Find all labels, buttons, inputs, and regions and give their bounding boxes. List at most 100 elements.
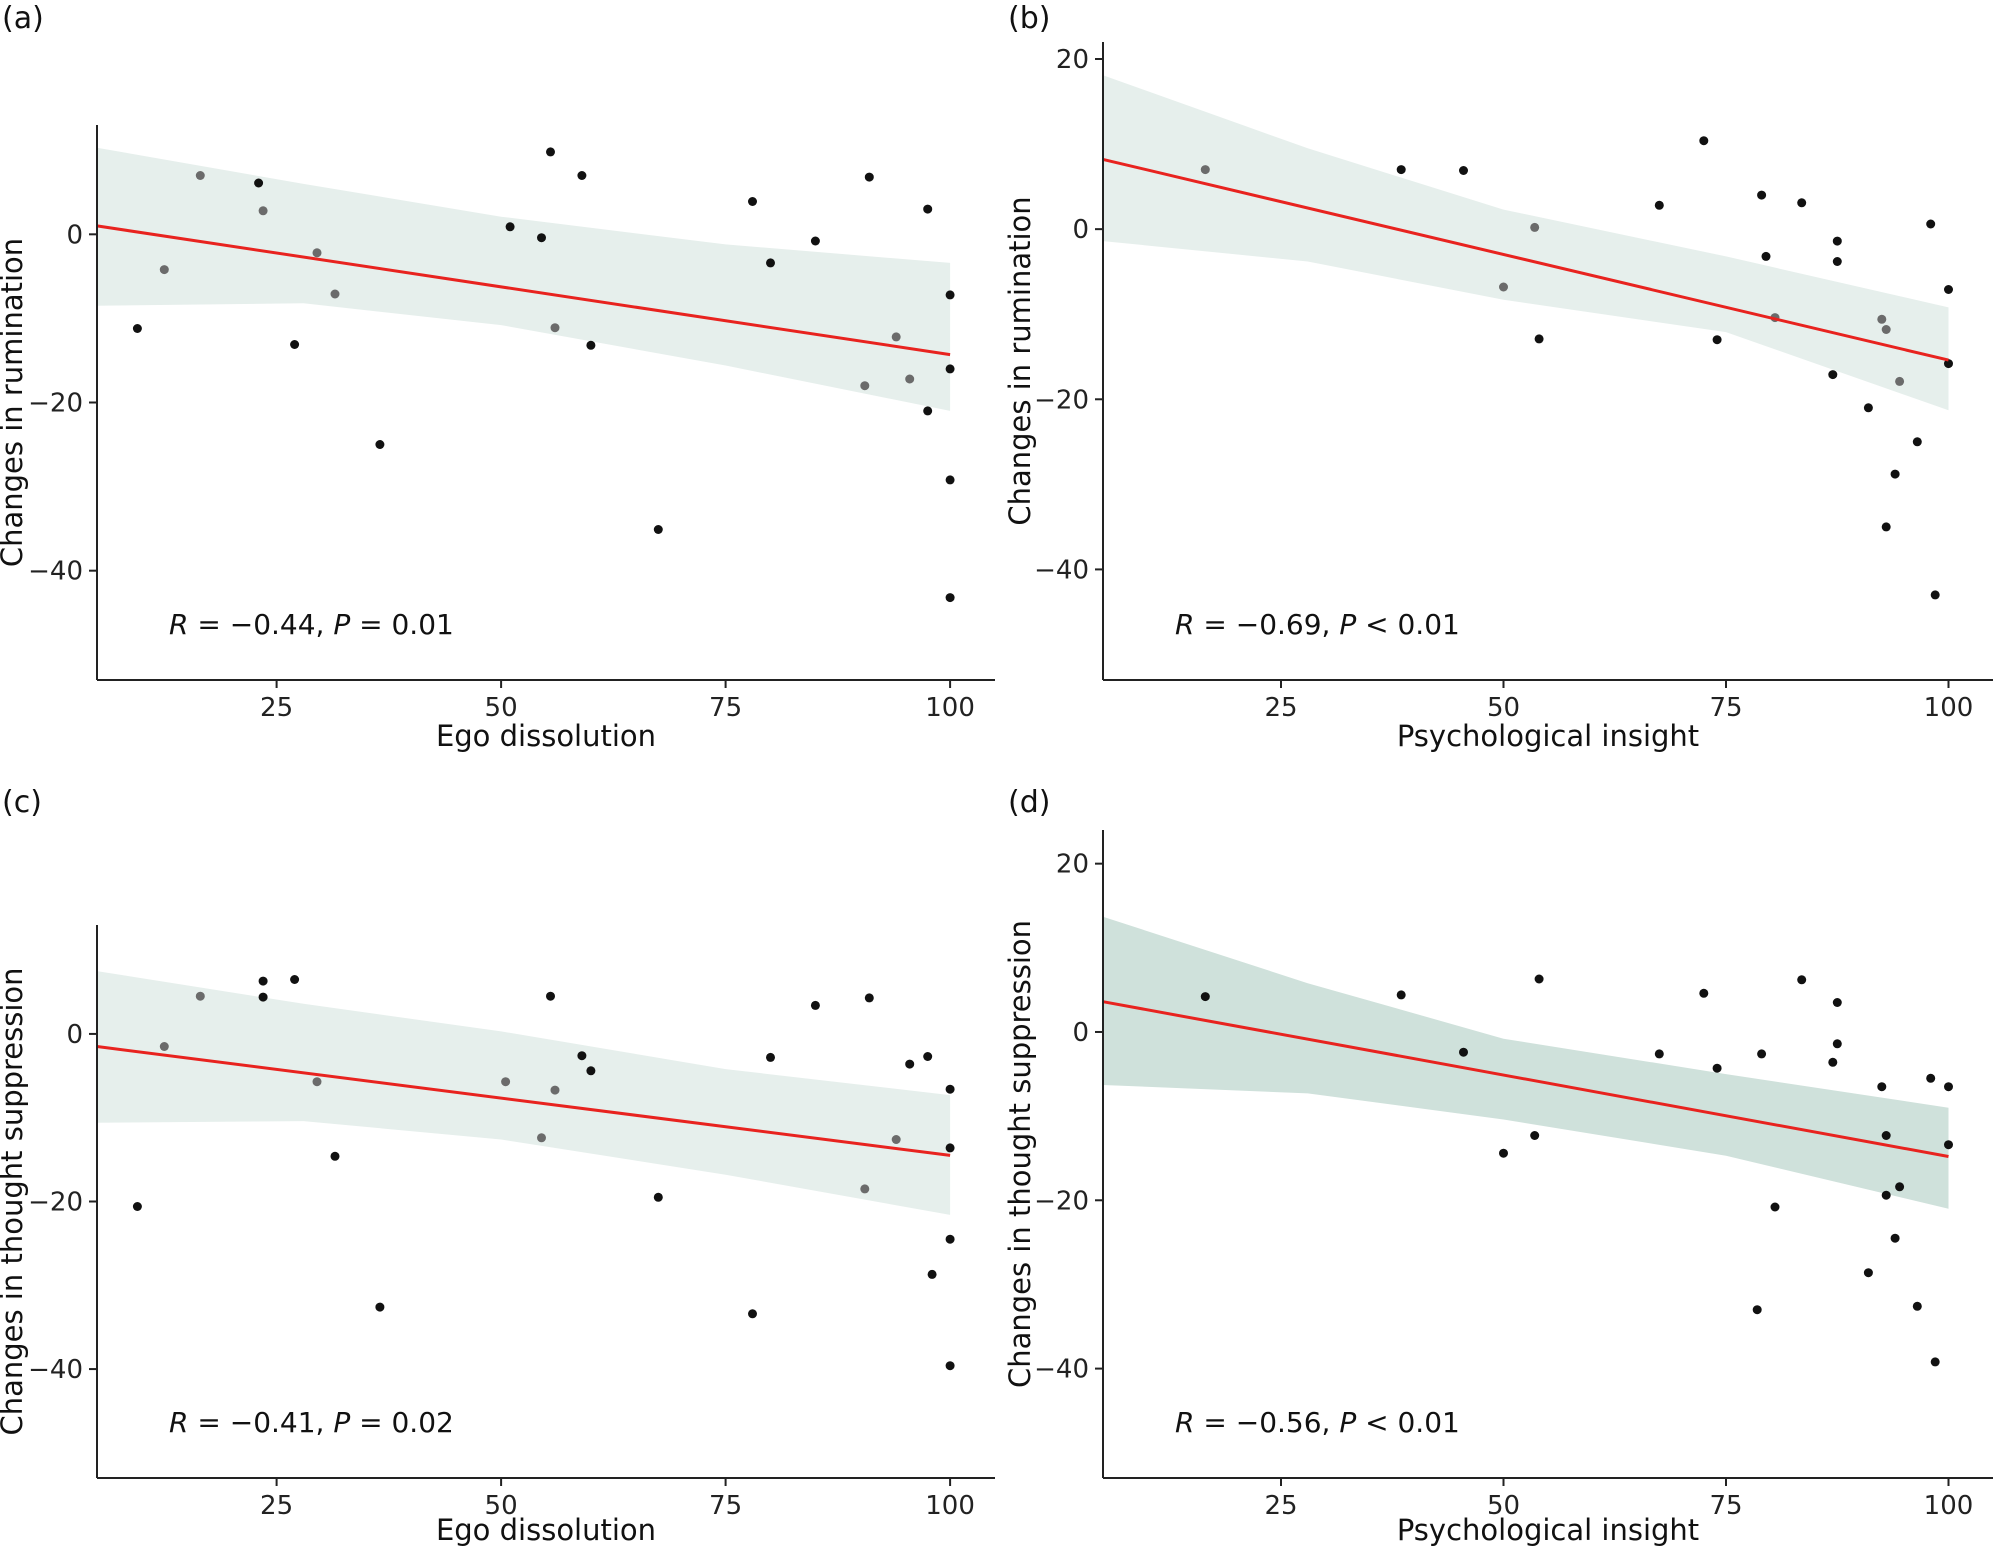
y-axis-title: Changes in rumination [1003, 196, 1037, 525]
data-point [1881, 1131, 1891, 1140]
panel-c-body: 25 50 75 100 −40 −20 0 Ego dissolution Changes i… [0, 925, 995, 1547]
panel-d-body: 25 50 75 100 −40 −20 0 20 Psychological insight C… [1003, 830, 1993, 1547]
data-point [312, 248, 322, 258]
data-point [1832, 257, 1842, 266]
data-point [1895, 376, 1905, 386]
stat-r-value: = −0.41, [188, 1406, 333, 1439]
x-tick-label: 25 [260, 693, 293, 723]
data-point [653, 525, 663, 534]
stat-annotation: R = −0.41, P = 0.02 [169, 1406, 454, 1439]
panel-c: (c) 25 50 75 100 −40 −20 0 Ego dissolution Chang… [0, 785, 995, 1547]
data-point [1752, 1305, 1762, 1315]
x-tick-label: 75 [1709, 1491, 1742, 1521]
data-point [905, 374, 915, 384]
stat-r-value: = −0.44, [188, 608, 333, 641]
data-point [1828, 1057, 1838, 1067]
data-point [905, 1059, 915, 1069]
data-point [1881, 325, 1891, 334]
data-point [1926, 219, 1936, 229]
data-point [159, 265, 169, 275]
data-point [945, 290, 955, 300]
data-point [258, 992, 268, 1002]
y-axis-title: Changes in rumination [0, 238, 29, 567]
data-point [330, 289, 340, 299]
data-point [1499, 282, 1508, 292]
data-point [1712, 335, 1722, 345]
data-point [1654, 200, 1664, 210]
data-point [1877, 1082, 1887, 1092]
x-tick-label: 100 [925, 693, 975, 723]
data-point [810, 236, 820, 246]
data-point [1890, 1233, 1900, 1243]
y-tick-label: −40 [1034, 1355, 1089, 1385]
data-point [505, 222, 515, 232]
data-point [132, 1202, 142, 1211]
data-point [375, 1302, 385, 1312]
data-point [1832, 1039, 1842, 1049]
data-point [1530, 1131, 1540, 1140]
data-point [1699, 136, 1709, 146]
data-point [1200, 992, 1210, 1002]
stat-p-value: < 0.01 [1356, 1406, 1460, 1439]
x-tick-label: 25 [1264, 693, 1297, 723]
data-point [923, 406, 933, 416]
x-tick-label: 100 [925, 1491, 975, 1521]
panel-label: (b) [1008, 1, 1050, 36]
data-point [1396, 165, 1406, 175]
data-point [1534, 334, 1544, 344]
x-tick-label: 25 [260, 1491, 293, 1521]
data-point [1712, 1063, 1722, 1073]
data-point [945, 364, 955, 374]
data-point [577, 171, 587, 180]
data-point [1459, 1047, 1468, 1057]
x-tick-label: 50 [1487, 1491, 1520, 1521]
stat-p-symbol: P [333, 608, 350, 641]
stat-p-symbol: P [1339, 1406, 1356, 1439]
y-tick-label: −40 [28, 1355, 83, 1385]
data-point [1530, 222, 1540, 232]
data-point [375, 440, 385, 449]
x-tick-label: 25 [1264, 1491, 1297, 1521]
panel-b: (b) 25 50 75 100 −40 −20 0 20 Psychological insi… [1003, 1, 1993, 753]
data-point [748, 197, 757, 206]
data-point [864, 172, 874, 182]
stat-annotation: R = −0.44, P = 0.01 [169, 608, 454, 641]
data-point [1499, 1148, 1508, 1158]
regression-line [1102, 1000, 1949, 1158]
data-point [586, 340, 596, 350]
panel-label: (a) [2, 1, 44, 36]
stat-p-value: = 0.02 [350, 1406, 454, 1439]
stat-r-value: = −0.69, [1194, 608, 1339, 641]
data-point [1890, 469, 1900, 479]
y-axis-title: Changes in thought suppression [0, 967, 29, 1435]
data-point [766, 1052, 775, 1062]
data-point [1895, 1182, 1905, 1192]
data-point [1534, 974, 1544, 984]
data-point [501, 1077, 511, 1087]
stat-p-symbol: P [1339, 608, 1356, 641]
stat-r-symbol: R [1175, 1406, 1194, 1439]
data-point [1863, 403, 1873, 413]
x-tick-label: 50 [485, 693, 518, 723]
y-tick-label: 20 [1056, 850, 1089, 880]
data-point [546, 147, 555, 157]
data-point [1761, 251, 1771, 261]
data-point [586, 1066, 596, 1076]
data-point [945, 1084, 955, 1094]
regression-line [96, 1045, 951, 1157]
regression-line [96, 224, 951, 357]
confidence-band [1103, 916, 1949, 1209]
data-point [550, 1085, 560, 1095]
panel-d: (d) 25 50 75 100 −40 −20 0 20 Psychological insi… [1003, 785, 1993, 1547]
data-point [1797, 975, 1807, 985]
data-point [945, 475, 955, 485]
data-point [1926, 1073, 1936, 1083]
panel-b-body: 25 50 75 100 −40 −20 0 20 Psychological insight C… [1003, 42, 1993, 753]
data-point [1944, 359, 1953, 369]
data-point [1912, 437, 1922, 447]
y-tick-label: −40 [28, 557, 83, 587]
data-point [1396, 990, 1406, 1000]
data-point [254, 178, 264, 188]
x-tick-label: 75 [709, 1491, 742, 1521]
data-point [860, 381, 870, 391]
